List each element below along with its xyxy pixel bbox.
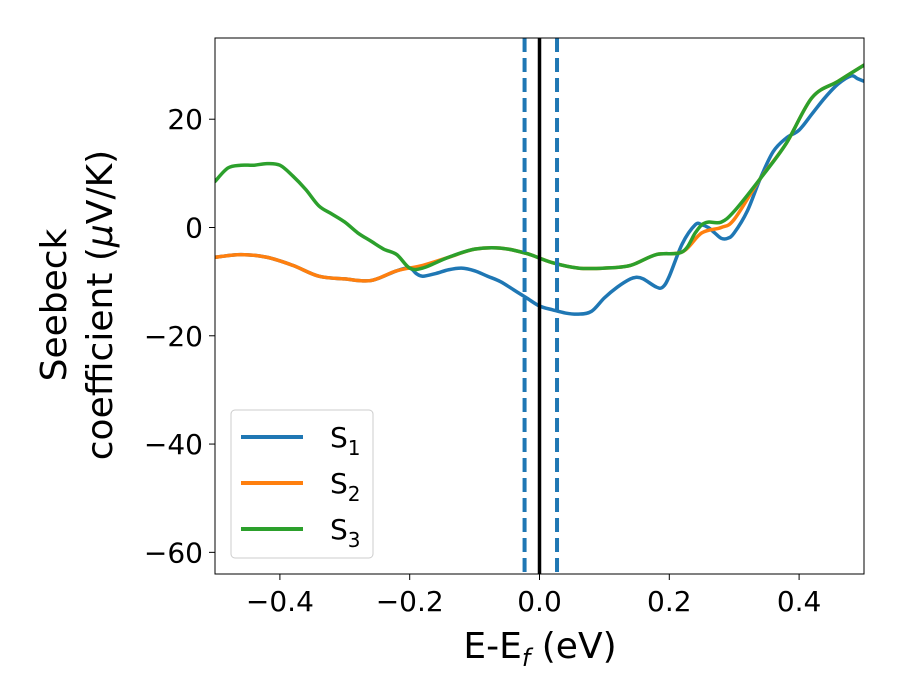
legend-label-s1: S1 bbox=[330, 421, 361, 460]
series-line-s3 bbox=[215, 63, 864, 272]
legend: S1 S2 S3 bbox=[230, 409, 374, 559]
y-tick-label: −40 bbox=[144, 428, 203, 461]
y-tick-label: −20 bbox=[144, 320, 203, 353]
x-tick-label: 0.0 bbox=[517, 585, 562, 618]
y-axis-label: Seebeck coefficient (μV/K) bbox=[34, 150, 121, 460]
legend-label-s3: S3 bbox=[330, 513, 361, 552]
x-axis: −0.4 −0.2 0.0 0.2 0.4 bbox=[246, 574, 821, 618]
y-tick-label: 20 bbox=[167, 103, 203, 136]
plot-lines bbox=[215, 63, 864, 316]
y-tick-label: 0 bbox=[185, 211, 203, 244]
x-tick-label: −0.4 bbox=[246, 585, 314, 618]
x-tick-label: 0.2 bbox=[647, 585, 692, 618]
x-tick-label: 0.4 bbox=[777, 585, 822, 618]
reference-lines bbox=[522, 38, 560, 574]
y-tick-label: −60 bbox=[144, 536, 203, 569]
y-axis: 20 0 −20 −40 −60 bbox=[144, 103, 215, 569]
x-tick-label: −0.2 bbox=[376, 585, 444, 618]
legend-items: S1 S2 S3 bbox=[241, 421, 361, 552]
legend-label-s2: S2 bbox=[330, 467, 361, 506]
y-axis-label-line1: Seebeck bbox=[34, 228, 75, 381]
x-axis-label: E-Ef (eV) bbox=[463, 626, 616, 672]
y-axis-label-line2: coefficient (μV/K) bbox=[80, 150, 121, 460]
